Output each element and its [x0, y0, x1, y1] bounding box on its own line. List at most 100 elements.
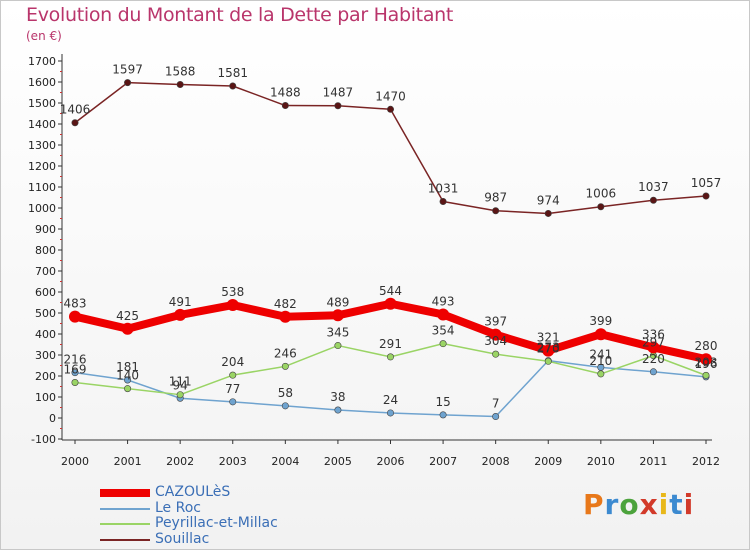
data-point [492, 413, 500, 421]
data-point [386, 353, 394, 361]
legend-label: CAZOULèS [155, 484, 231, 500]
x-tick-label: 2009 [534, 455, 562, 468]
data-label: 203 [695, 355, 718, 369]
data-label: 1031 [428, 181, 459, 195]
logo-letter: i [658, 488, 670, 521]
logo-letter: i [683, 488, 695, 521]
data-point [597, 203, 605, 211]
data-point [71, 379, 79, 387]
data-label: 544 [379, 284, 402, 298]
data-point [176, 81, 184, 89]
x-tick-label: 2005 [324, 455, 352, 468]
data-point [121, 322, 134, 335]
y-tick-label: 1500 [28, 97, 56, 110]
data-label: 482 [274, 297, 297, 311]
data-point [229, 371, 237, 379]
data-point [331, 309, 344, 322]
data-label: 397 [484, 315, 507, 329]
data-label: 196 [695, 357, 718, 371]
y-tick-label: 900 [35, 223, 56, 236]
logo-letter: t [669, 488, 684, 521]
x-tick-label: 2004 [271, 455, 299, 468]
data-point [649, 368, 657, 376]
data-point [647, 341, 660, 354]
data-label: 304 [484, 334, 507, 348]
data-label: 425 [116, 309, 139, 323]
x-tick-label: 2011 [639, 455, 667, 468]
proxiti-logo: Proxiti [583, 488, 694, 521]
data-point [124, 385, 132, 393]
x-tick-label: 2000 [61, 455, 89, 468]
data-point [437, 308, 450, 321]
data-label: 1057 [691, 176, 722, 190]
data-label: 354 [432, 324, 455, 338]
data-label: 210 [589, 354, 612, 368]
logo-letter: x [639, 488, 659, 521]
data-point [226, 299, 239, 312]
data-point [334, 342, 342, 350]
data-point [702, 371, 710, 379]
data-label: 270 [537, 341, 560, 355]
data-label: 399 [589, 314, 612, 328]
data-point [542, 344, 555, 357]
data-point [439, 197, 447, 205]
data-point [492, 350, 500, 358]
y-tick-label: -100 [31, 433, 56, 446]
data-label: 491 [169, 295, 192, 309]
data-point [174, 308, 187, 321]
data-point [279, 310, 292, 323]
legend-swatch [100, 538, 150, 541]
y-tick-label: 300 [35, 349, 56, 362]
data-label: 24 [383, 393, 398, 407]
data-label: 216 [64, 353, 87, 367]
data-point [386, 105, 394, 113]
data-point [489, 328, 502, 341]
data-label: 1488 [270, 86, 301, 100]
data-point [71, 369, 79, 377]
x-tick-label: 2010 [587, 455, 615, 468]
data-label: 321 [537, 331, 560, 345]
y-tick-label: 800 [35, 244, 56, 257]
data-point [334, 102, 342, 110]
data-label: 489 [326, 295, 349, 309]
data-label: 94 [173, 378, 188, 392]
data-point [281, 362, 289, 370]
data-label: 38 [330, 390, 345, 404]
data-point [702, 192, 710, 200]
x-tick-label: 2006 [377, 455, 405, 468]
logo-letter: o [619, 488, 640, 521]
data-label: 241 [589, 347, 612, 361]
data-point [492, 207, 500, 215]
y-tick-label: 700 [35, 265, 56, 278]
data-point [439, 340, 447, 348]
data-label: 280 [695, 339, 718, 353]
y-tick-label: 1200 [28, 160, 56, 173]
chart-unit: (en €) [26, 29, 62, 43]
x-tick-label: 2007 [429, 455, 457, 468]
y-tick-label: 100 [35, 391, 56, 404]
data-label: 1581 [217, 66, 248, 80]
y-tick-label: 1400 [28, 118, 56, 131]
logo-letter: P [583, 488, 605, 521]
data-label: 1470 [375, 89, 406, 103]
data-label: 1406 [60, 103, 91, 117]
y-tick-label: 1600 [28, 76, 56, 89]
y-tick-label: 600 [35, 286, 56, 299]
data-label: 273 [537, 341, 560, 355]
data-label: 1006 [586, 187, 617, 201]
data-label: 345 [326, 326, 349, 340]
data-label: 483 [64, 297, 87, 311]
data-label: 336 [642, 327, 665, 341]
data-label: 169 [64, 363, 87, 377]
legend-swatch [100, 489, 150, 497]
data-point [124, 376, 132, 384]
data-point [176, 391, 184, 399]
x-tick-label: 2002 [166, 455, 194, 468]
y-tick-label: 200 [35, 370, 56, 383]
y-tick-label: 1000 [28, 202, 56, 215]
y-tick-label: 500 [35, 307, 56, 320]
data-label: 77 [225, 382, 240, 396]
data-point [229, 398, 237, 406]
